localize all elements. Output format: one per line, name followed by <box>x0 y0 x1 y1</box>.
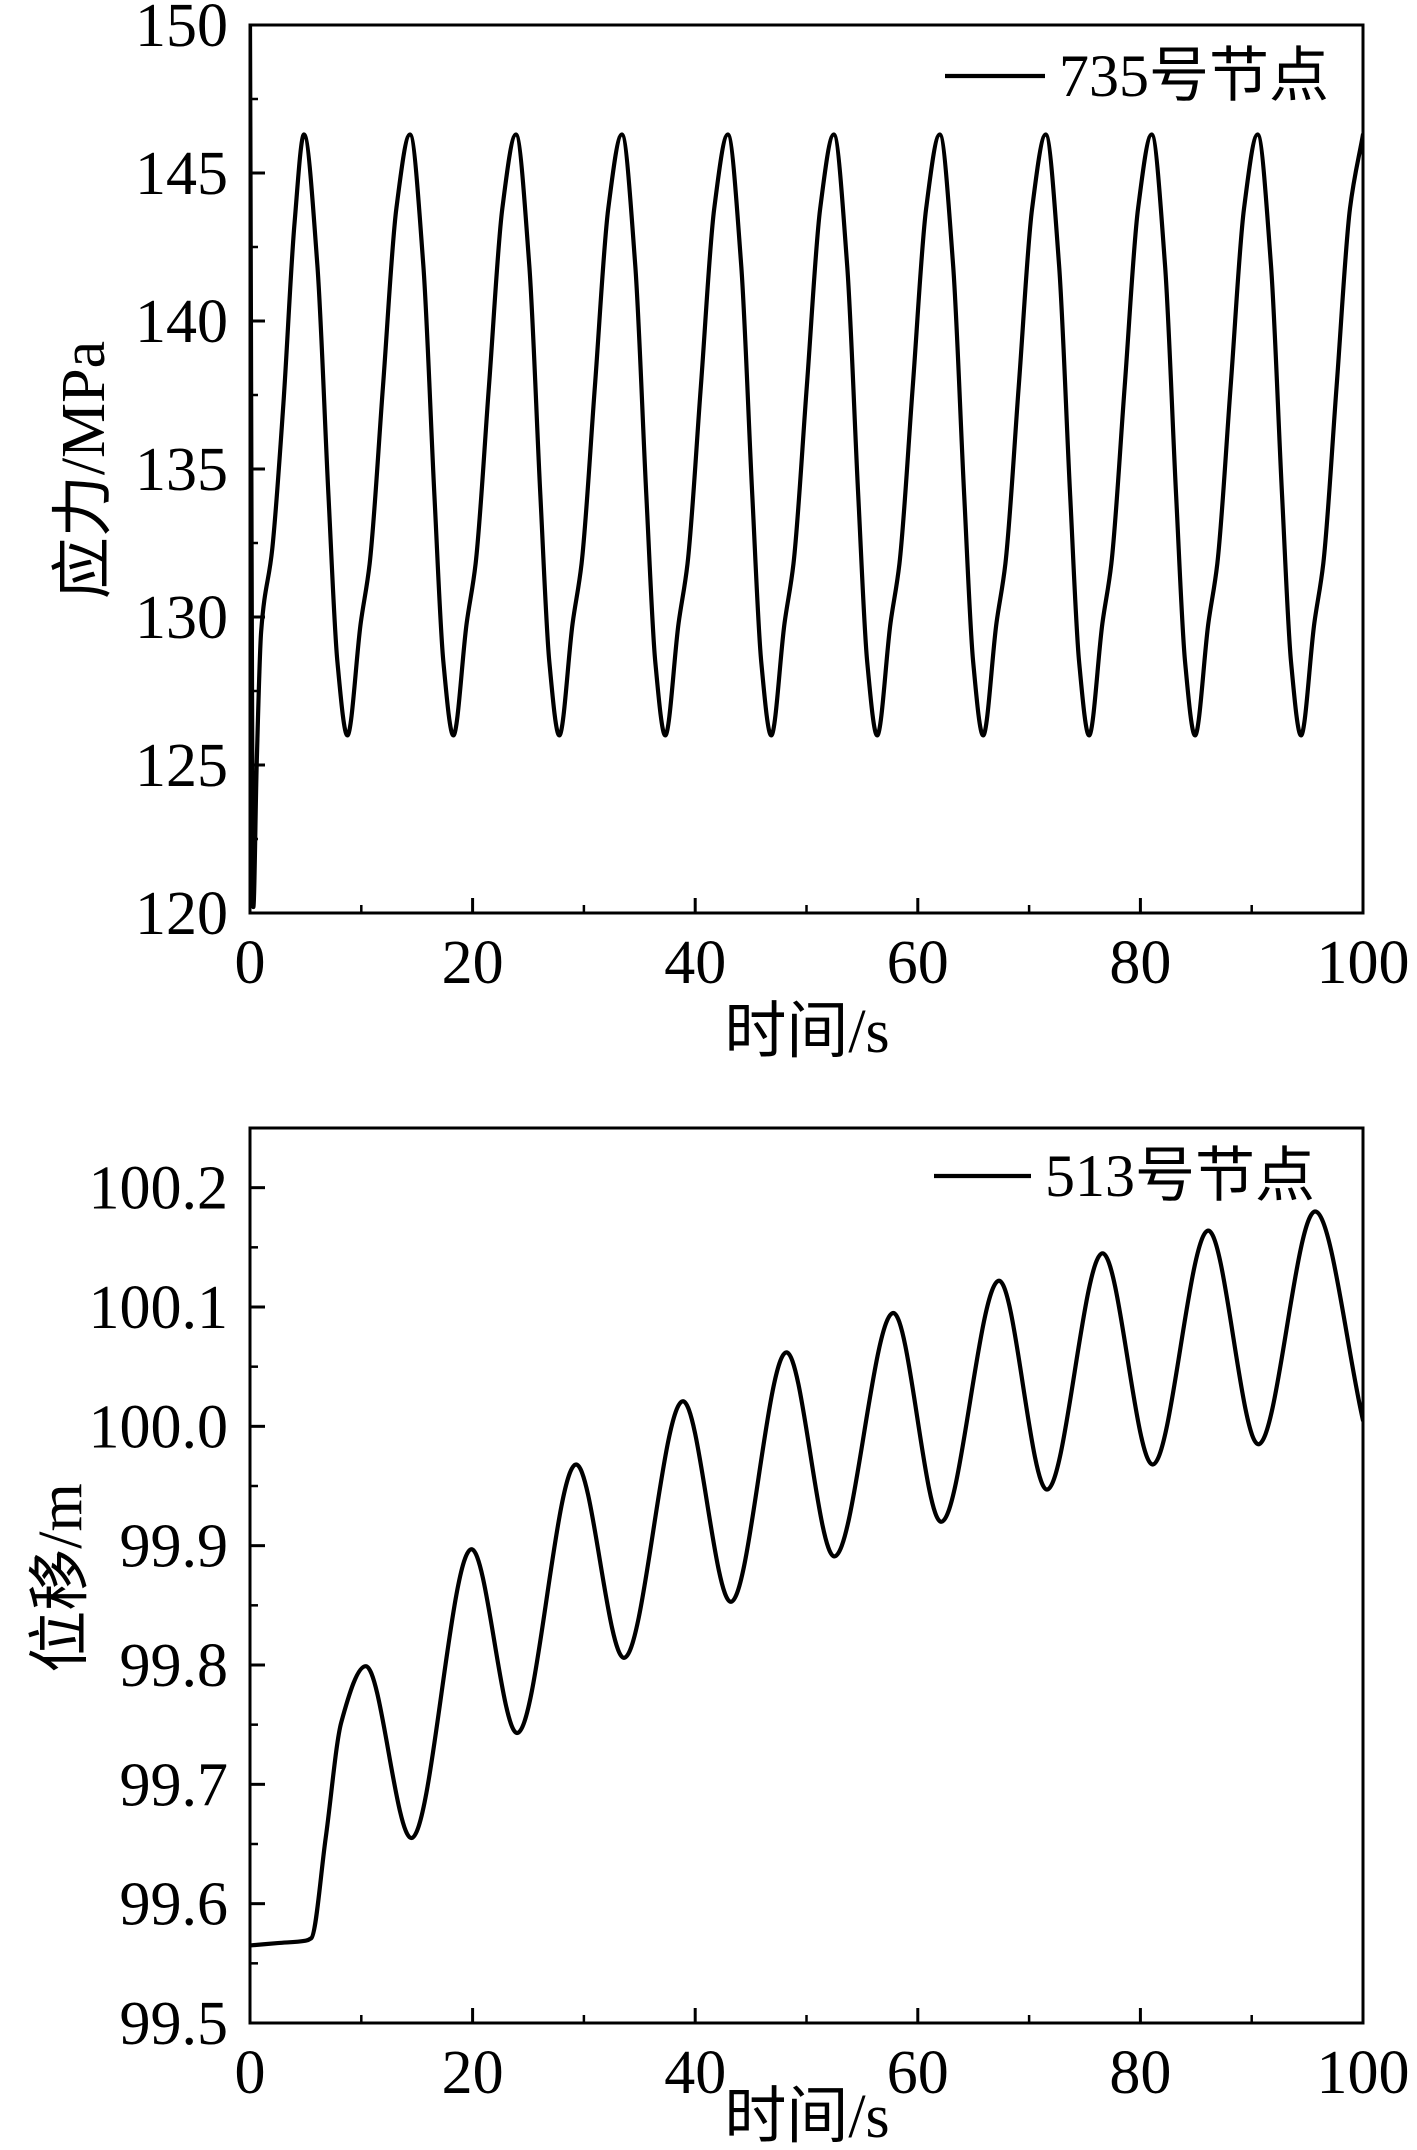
legend-label: 735号节点 <box>1059 43 1329 109</box>
x-tick-label: 100 <box>1317 929 1410 997</box>
displacement-chart: 0 20 40 60 80 100 99.5 99.6 99.7 99.8 99.9 100.0 100… <box>27 1126 1410 2150</box>
x-axis-title: 时间/s <box>724 998 889 1066</box>
legend: 735号节点 <box>945 43 1329 109</box>
y-tick-label: 99.7 <box>120 1751 229 1819</box>
y-tick-label: 99.5 <box>120 1990 229 2058</box>
x-tick-label: 40 <box>664 2039 726 2107</box>
y-tick-label: 100.0 <box>89 1393 229 1461</box>
axis-ticks: 0 20 40 60 80 100 99.5 99.6 99.7 99.8 99.9 100.0 100… <box>89 1155 1410 2107</box>
y-axis-title: 应力/MPa <box>50 341 118 599</box>
y-tick-label: 99.8 <box>120 1632 229 1700</box>
x-tick-label: 0 <box>235 929 266 997</box>
plot-frame <box>248 23 1365 915</box>
y-tick-label: 100.1 <box>89 1274 229 1342</box>
x-tick-label: 40 <box>664 929 726 997</box>
x-tick-label: 80 <box>1109 2039 1171 2107</box>
y-tick-label: 125 <box>135 732 228 800</box>
y-tick-label: 100.2 <box>89 1155 229 1223</box>
y-tick-label: 99.6 <box>120 1871 229 1939</box>
x-tick-label: 60 <box>887 929 949 997</box>
series-line-node-513 <box>250 1209 1363 1948</box>
x-tick-label: 100 <box>1317 2039 1410 2107</box>
y-tick-label: 140 <box>135 288 228 356</box>
y-tick-label: 150 <box>135 0 228 60</box>
series-line-node-735 <box>250 25 1363 910</box>
y-tick-label: 135 <box>135 436 228 504</box>
x-tick-label: 20 <box>442 2039 504 2107</box>
y-axis-title: 位移/m <box>27 1483 95 1672</box>
x-tick-label: 60 <box>887 2039 949 2107</box>
x-tick-label: 20 <box>442 929 504 997</box>
y-tick-label: 99.9 <box>120 1513 229 1581</box>
x-tick-label: 80 <box>1109 929 1171 997</box>
y-tick-label: 145 <box>135 140 228 208</box>
y-tick-label: 120 <box>135 880 228 948</box>
x-tick-label: 0 <box>235 2039 266 2107</box>
legend: 513号节点 <box>934 1143 1315 1209</box>
axis-ticks: 0 20 40 60 80 100 120 125 130 135 140 145 150 <box>135 0 1410 997</box>
x-axis-title: 时间/s <box>724 2083 889 2150</box>
stress-chart: 0 20 40 60 80 100 120 125 130 135 140 145 150 735号节点… <box>50 0 1410 1066</box>
legend-label: 513号节点 <box>1045 1143 1315 1209</box>
y-tick-label: 130 <box>135 584 228 652</box>
